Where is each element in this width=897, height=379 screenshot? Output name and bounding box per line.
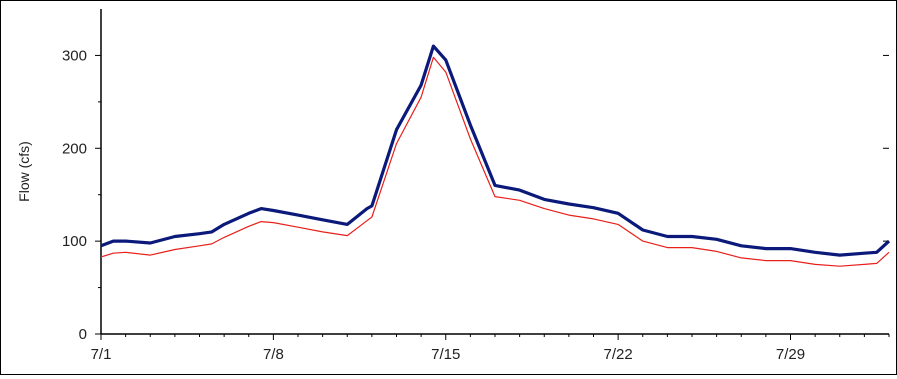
y-tick-label: 300 bbox=[62, 47, 87, 64]
axes bbox=[95, 9, 890, 340]
y-tick-label: 100 bbox=[62, 233, 87, 250]
x-tick-label: 7/22 bbox=[604, 346, 633, 363]
x-tick-label: 7/29 bbox=[776, 346, 805, 363]
series-line-blue bbox=[100, 44, 891, 257]
y-tick-label: 200 bbox=[62, 140, 87, 157]
x-tick-label: 7/15 bbox=[431, 346, 460, 363]
series-group bbox=[100, 44, 891, 267]
x-tick-label: 7/8 bbox=[263, 346, 284, 363]
y-tick-label: 0 bbox=[79, 326, 87, 343]
x-tick-label: 7/1 bbox=[91, 346, 112, 363]
labels-group: 0 100 200 300 7/1 7/8 7/15 7/22 7/29 Flow (cfs) bbox=[16, 47, 805, 363]
y-axis-label: Flow (cfs) bbox=[16, 141, 32, 202]
series-line-red bbox=[100, 56, 890, 267]
